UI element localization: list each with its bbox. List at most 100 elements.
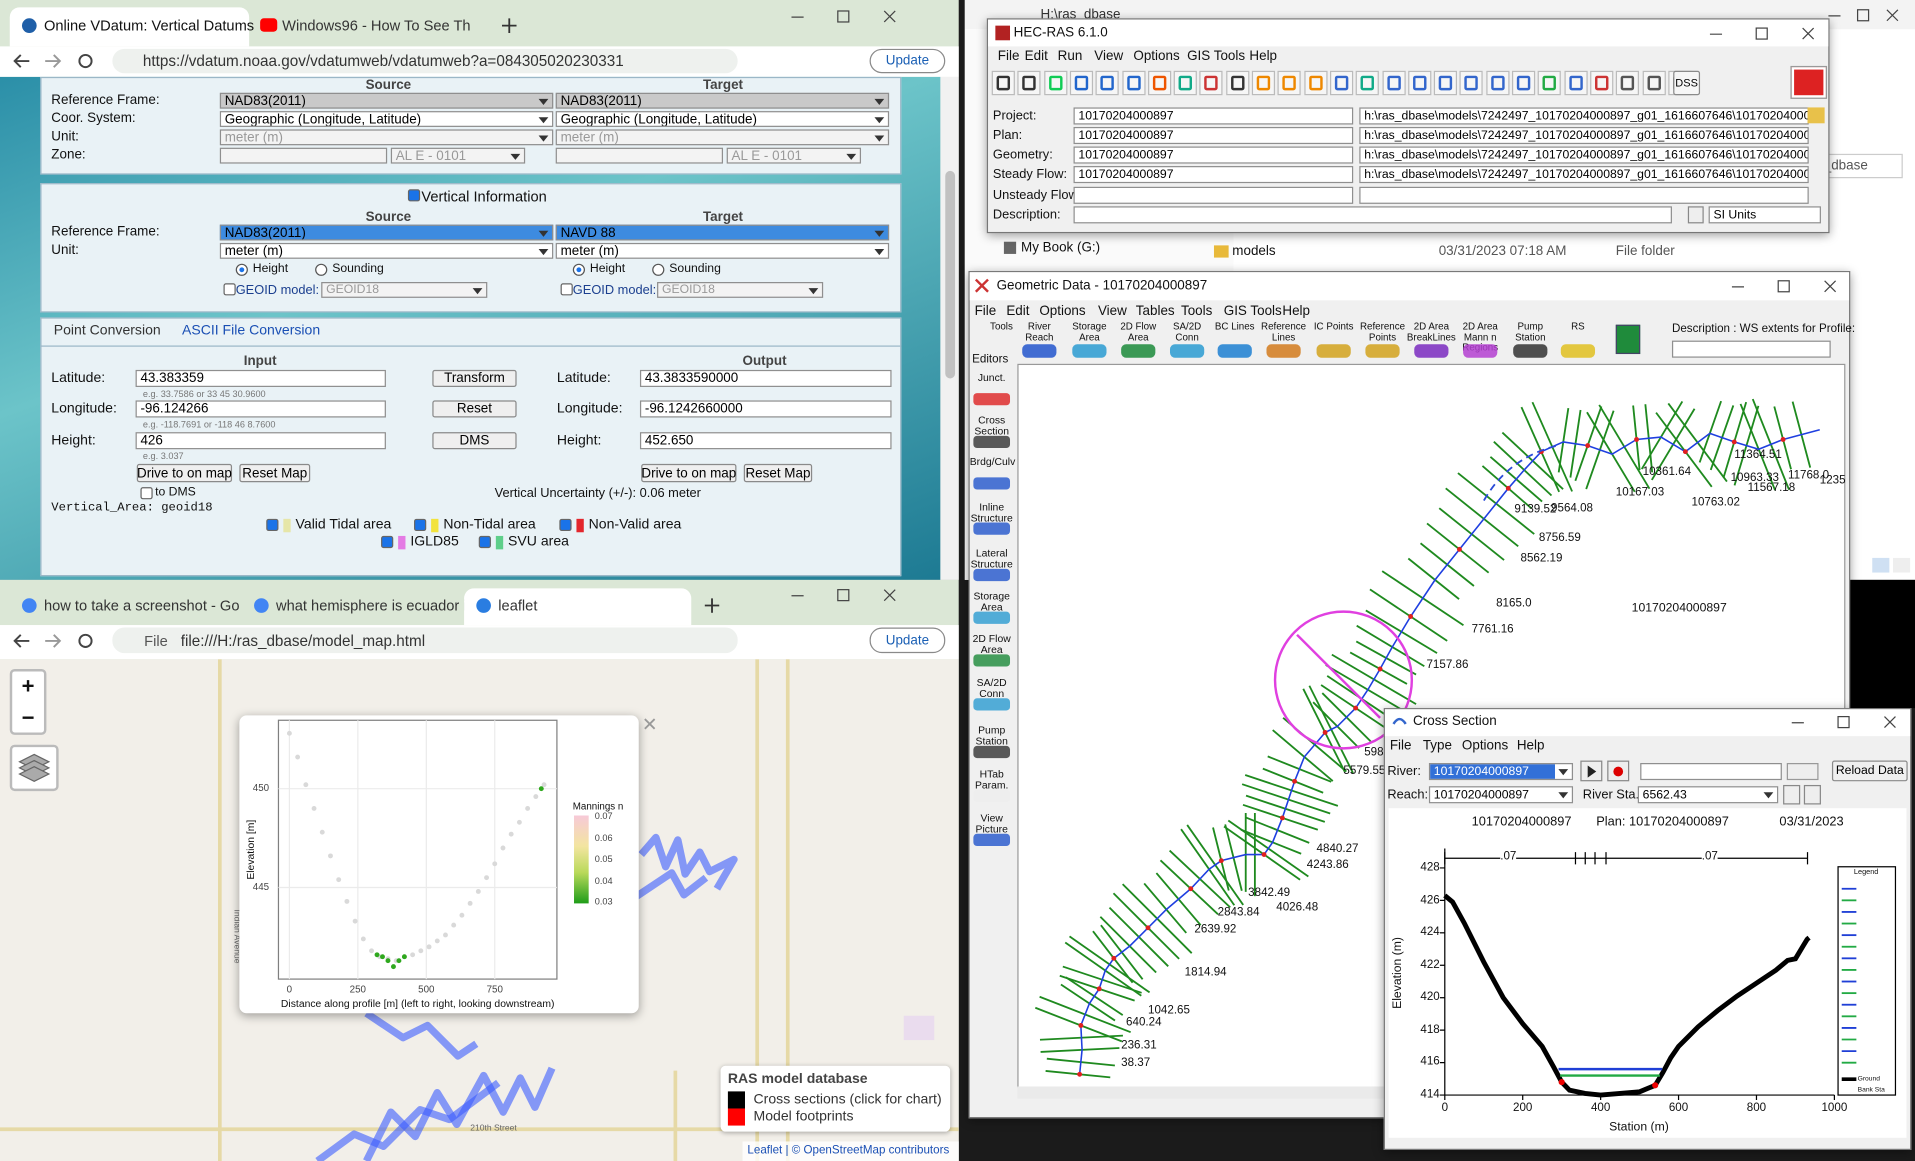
menu-item[interactable]: Run: [1057, 48, 1083, 64]
browser-tab[interactable]: [9, 7, 250, 47]
tool-button[interactable]: IC Points: [1313, 321, 1354, 333]
tool-button[interactable]: 2D Flow Area: [1120, 321, 1157, 343]
menu-item[interactable]: Help: [1282, 303, 1310, 319]
dropdown[interactable]: meter (m): [555, 129, 890, 146]
dropdown[interactable]: 10170204000897: [1428, 763, 1574, 781]
button[interactable]: DMS: [432, 432, 517, 450]
input-field[interactable]: 43.383359: [135, 369, 386, 387]
tool-button[interactable]: River Reach: [1025, 321, 1054, 343]
menu-item[interactable]: Tools: [1180, 303, 1213, 319]
editor-icon[interactable]: [973, 522, 1011, 535]
editor-icon[interactable]: [973, 611, 1011, 624]
input-field[interactable]: 452.650: [639, 432, 892, 450]
checkbox[interactable]: [223, 283, 236, 296]
dropdown[interactable]: meter (m): [219, 242, 554, 259]
dropdown[interactable]: NAD83(2011): [219, 92, 554, 109]
input-field[interactable]: h:\ras_dbase\models\7242497_101702040008…: [1359, 107, 1809, 125]
input-field[interactable]: [555, 147, 724, 164]
tool-icon[interactable]: [1072, 344, 1107, 358]
editor-button[interactable]: Inline Structure: [970, 500, 1013, 524]
input-field[interactable]: [1640, 763, 1782, 781]
button[interactable]: Reset Map: [239, 463, 311, 483]
menu-item[interactable]: GIS Tools: [1223, 303, 1282, 319]
reload-button[interactable]: Reload Data: [1831, 760, 1908, 782]
dropdown[interactable]: Geographic (Longitude, Latitude): [219, 111, 554, 127]
tab-title[interactable]: what hemisphere is ecuador in: [276, 596, 475, 615]
input-field[interactable]: 43.3833590000: [639, 369, 892, 387]
ellipsis-button[interactable]: [1687, 206, 1704, 224]
menu-item[interactable]: Edit: [1006, 303, 1030, 319]
tool-button[interactable]: RS: [1571, 321, 1585, 333]
checkbox[interactable]: [560, 283, 573, 296]
input-field[interactable]: h:\ras_dbase\models\7242497_101702040008…: [1359, 146, 1809, 164]
tool-icon[interactable]: [1170, 344, 1205, 358]
dropdown[interactable]: meter (m): [555, 242, 890, 259]
address-bar[interactable]: [112, 627, 738, 654]
tool-icon[interactable]: [1121, 344, 1156, 358]
checkbox[interactable]: [266, 518, 279, 532]
menu-item[interactable]: GIS Tools: [1187, 48, 1246, 64]
button[interactable]: Drive to on map: [136, 463, 233, 483]
checkbox[interactable]: [140, 487, 153, 500]
input-field[interactable]: [1359, 186, 1809, 204]
update-button[interactable]: Update: [869, 627, 946, 654]
dropdown[interactable]: 6562.43: [1637, 786, 1779, 804]
zoom-out[interactable]: −: [21, 705, 35, 731]
camera-button[interactable]: [1786, 763, 1819, 781]
input-field[interactable]: -96.1242660000: [639, 400, 892, 418]
editor-icon[interactable]: [973, 477, 1011, 490]
tool-icon[interactable]: [1022, 344, 1057, 358]
editor-button[interactable]: Pump Station: [975, 723, 1008, 748]
editor-icon[interactable]: [973, 568, 1011, 582]
input-field[interactable]: [1073, 206, 1672, 224]
menu-item[interactable]: Tables: [1135, 303, 1175, 319]
editor-icon[interactable]: [973, 654, 1011, 667]
tool-icon[interactable]: [1463, 344, 1498, 358]
editor-icon[interactable]: [973, 393, 1011, 406]
editor-button[interactable]: Cross Section: [974, 413, 1010, 438]
tool-button[interactable]: Storage Area: [1072, 321, 1107, 343]
dropdown[interactable]: Geographic (Longitude, Latitude): [555, 111, 890, 127]
input-field[interactable]: SI Units: [1708, 206, 1821, 224]
tab-title[interactable]: Online VDatum: Vertical Datums: [43, 17, 255, 35]
tool-icon[interactable]: [1560, 344, 1596, 358]
menu-item[interactable]: File: [974, 303, 997, 319]
menu-item[interactable]: Options: [1133, 48, 1180, 64]
menu-item[interactable]: Options: [1461, 738, 1509, 754]
menu-item[interactable]: Type: [1422, 738, 1452, 754]
button[interactable]: DSS: [1673, 70, 1701, 96]
editor-button[interactable]: Lateral Structure: [970, 546, 1013, 571]
checkbox[interactable]: [559, 518, 572, 532]
input-field[interactable]: 10170204000897: [1073, 107, 1354, 125]
editor-icon[interactable]: [973, 435, 1011, 449]
tab-title[interactable]: leaflet: [498, 596, 538, 615]
menu-item[interactable]: File: [997, 48, 1020, 64]
editor-button[interactable]: Brdg/Culv: [969, 455, 1016, 468]
checkbox[interactable]: [407, 189, 421, 202]
button[interactable]: Reset Map: [743, 463, 813, 483]
tab[interactable]: Point Conversion: [53, 323, 161, 339]
editor-icon[interactable]: [973, 698, 1011, 711]
input-field[interactable]: 10170204000897: [1073, 126, 1354, 145]
input-field[interactable]: h:\ras_dbase\models\7242497_101702040008…: [1359, 166, 1809, 184]
button[interactable]: Transform: [432, 369, 517, 387]
editor-button[interactable]: Junct.: [977, 371, 1006, 384]
tool-button[interactable]: Reference Lines: [1261, 321, 1307, 343]
tool-icon[interactable]: [1513, 344, 1548, 358]
tool-button[interactable]: Tools: [990, 321, 1013, 333]
tool-button[interactable]: BC Lines: [1214, 321, 1255, 333]
tab-title[interactable]: how to take a screenshot - Go: [43, 596, 240, 615]
tool-icon[interactable]: [1217, 344, 1252, 358]
address-bar[interactable]: [112, 48, 738, 74]
dropdown[interactable]: NAD83(2011): [555, 92, 890, 109]
tab-title[interactable]: Windows96 - How To See Th: [282, 17, 471, 35]
input-field[interactable]: 426: [135, 432, 386, 450]
update-button[interactable]: Update: [869, 48, 946, 74]
dropdown[interactable]: AL E - 0101: [390, 147, 526, 164]
down-button[interactable]: [1783, 784, 1801, 805]
dropdown[interactable]: meter (m): [219, 129, 554, 146]
button[interactable]: Drive to on map: [641, 463, 737, 483]
map-button[interactable]: [1615, 324, 1641, 355]
tool-icon[interactable]: [1365, 344, 1400, 358]
editor-icon[interactable]: [973, 789, 1011, 803]
